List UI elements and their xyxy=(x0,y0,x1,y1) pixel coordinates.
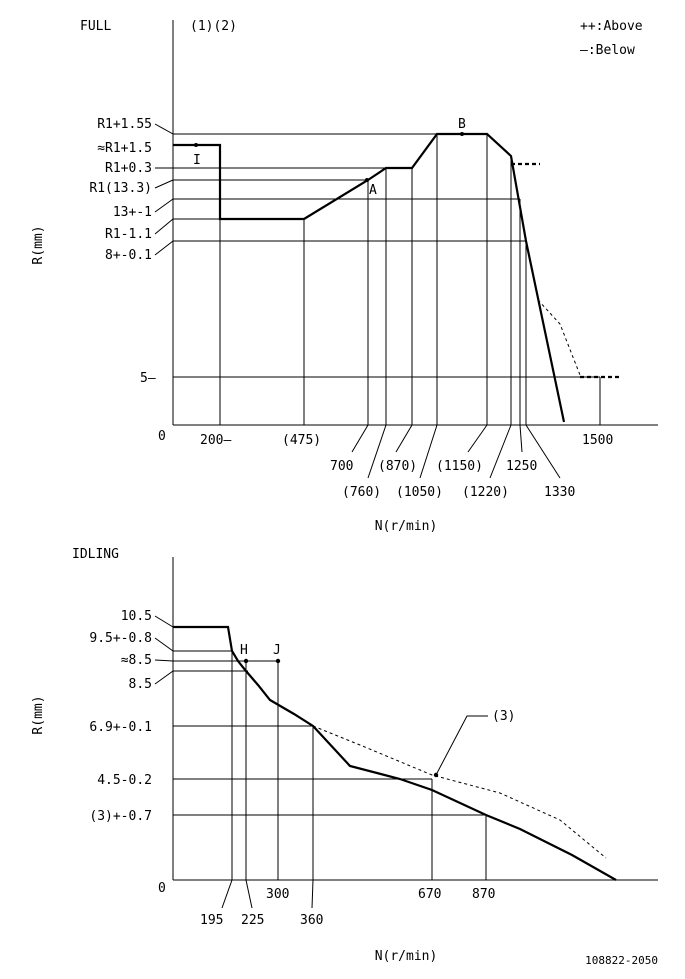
idling-title: IDLING xyxy=(72,547,119,562)
full-xtick-1050: (1050) xyxy=(396,485,443,500)
full-xtick-1330: 1330 xyxy=(544,485,575,500)
full-ytick-8: 8+-0.1 xyxy=(105,248,152,263)
full-ytick-r1-155: R1+1.55 xyxy=(97,117,152,132)
idling-ytick-69: 6.9+-0.1 xyxy=(89,720,152,735)
full-xleader-1330 xyxy=(525,424,561,479)
idling-leader-85a xyxy=(154,659,174,662)
full-chart: FULL (1)(2) ++:Above —:Below R(mm) R1+1.… xyxy=(31,19,658,534)
idling-xlabel: N(r/min) xyxy=(375,949,438,964)
idling-xleader-360 xyxy=(311,879,314,909)
full-ytick-13: 13+-1 xyxy=(113,205,152,220)
idling-dashed-curve xyxy=(312,725,607,859)
idling-xtick-300: 300 xyxy=(266,887,289,902)
idling-ylabel: R(mm) xyxy=(31,695,46,734)
idling-xtick-225: 225 xyxy=(241,913,264,928)
full-point-i-marker xyxy=(194,143,198,147)
full-leader-3 xyxy=(154,179,174,189)
idling-xleader-195 xyxy=(221,879,233,909)
full-xtick-200: 200— xyxy=(200,433,231,448)
full-xleader-700 xyxy=(351,424,369,453)
idling-ytick-45: 4.5-0.2 xyxy=(97,773,152,788)
idling-ytick-85: 8.5 xyxy=(129,677,152,692)
full-origin: 0 xyxy=(158,429,166,444)
full-xlabel: N(r/min) xyxy=(375,519,438,534)
legend-above: ++:Above xyxy=(580,19,643,34)
full-ytick-5: 5— xyxy=(140,371,156,386)
idling-chart: IDLING R(mm) 10.5 9.5+-0.8 ≈8.5 8.5 6.9+… xyxy=(31,547,658,964)
full-xleader-1220 xyxy=(489,424,512,479)
full-xleader-870 xyxy=(395,424,413,453)
full-ylabel: R(mm) xyxy=(31,225,46,264)
idling-point-h-marker xyxy=(243,658,249,664)
full-leader-5 xyxy=(154,218,174,235)
full-xtick-760: (760) xyxy=(342,485,381,500)
idling-curve xyxy=(173,625,617,881)
full-xtick-475: (475) xyxy=(282,433,321,448)
idling-xtick-870: 870 xyxy=(472,887,495,902)
full-point-b: B xyxy=(458,117,466,132)
idling-callout-leader xyxy=(435,715,488,776)
idling-point-j: J xyxy=(273,643,281,658)
full-refs: (1)(2) xyxy=(190,19,237,34)
full-xtick-870: (870) xyxy=(378,459,417,474)
idling-xleader-225 xyxy=(245,879,253,909)
idling-ytick-85a: ≈8.5 xyxy=(121,653,152,668)
full-point-a: A xyxy=(369,183,377,198)
full-ytick-r1-03: R1+0.3 xyxy=(105,161,152,176)
idling-ytick-105: 10.5 xyxy=(121,609,152,624)
full-xleader-1050 xyxy=(419,424,438,479)
idling-callout: (3) xyxy=(492,709,515,724)
idling-xtick-195: 195 xyxy=(200,913,223,928)
full-title: FULL xyxy=(80,19,111,34)
idling-leader-85 xyxy=(154,670,174,685)
full-point-b-marker xyxy=(460,132,464,136)
full-leader-6 xyxy=(154,240,174,256)
full-ytick-r1-m11: R1-1.1 xyxy=(105,227,152,242)
idling-xtick-670: 670 xyxy=(418,887,441,902)
full-leader-1 xyxy=(154,123,174,135)
full-point-a-marker xyxy=(365,178,369,182)
idling-ytick-95: 9.5+-0.8 xyxy=(89,631,152,646)
full-ytick-r1-15: ≈R1+1.5 xyxy=(97,141,152,156)
full-xtick-1500: 1500 xyxy=(582,433,613,448)
idling-ytick-3: (3)+-0.7 xyxy=(89,809,152,824)
full-xtick-1250: 1250 xyxy=(506,459,537,474)
idling-origin: 0 xyxy=(158,881,166,896)
full-ytick-r1-133: R1(13.3) xyxy=(89,181,152,196)
idling-point-h: H xyxy=(240,643,248,658)
full-xtick-1220: (1220) xyxy=(462,485,509,500)
legend-below: —:Below xyxy=(580,43,635,58)
full-leader-4 xyxy=(154,198,174,213)
idling-leader-95 xyxy=(154,637,174,652)
idling-xtick-360: 360 xyxy=(300,913,323,928)
full-xleader-1150 xyxy=(467,424,488,453)
full-xleader-1250 xyxy=(519,424,523,453)
full-xtick-1150: (1150) xyxy=(436,459,483,474)
full-xtick-700: 700 xyxy=(330,459,353,474)
idling-point-j-marker xyxy=(275,658,281,664)
footer-code: 108822-2050 xyxy=(585,954,658,967)
full-curve xyxy=(173,132,566,423)
full-xleader-760 xyxy=(367,424,387,479)
full-point-i: I xyxy=(193,153,201,168)
idling-leader-105 xyxy=(154,615,174,628)
full-dashed-curve xyxy=(537,299,581,376)
